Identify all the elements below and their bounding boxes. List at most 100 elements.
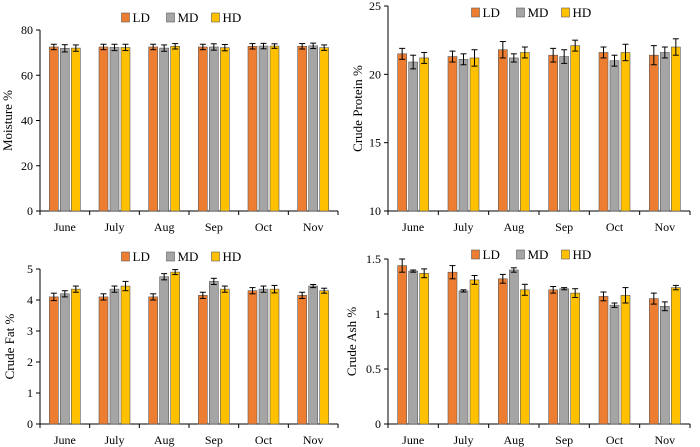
bar-HD-Aug [170, 45, 180, 212]
y-axis-title: Crude Protein % [350, 65, 365, 152]
legend-swatch-MD [166, 251, 175, 262]
y-tick-label: 4 [27, 293, 33, 307]
y-tick-label: 2 [27, 355, 33, 369]
legend-swatch-HD [561, 249, 570, 260]
x-tick-label: June [54, 433, 76, 447]
bar-MD-Aug [159, 47, 169, 212]
bar-MD-July [109, 47, 120, 212]
bar-MD-Sep [209, 46, 219, 212]
bar-LD-June [49, 46, 59, 212]
y-tick-label: 25 [369, 0, 381, 13]
bar-MD-Aug [509, 269, 519, 425]
chart-protein: 10 15 20 25 June July Aug Sep Oct Nov Crude Protei… [350, 0, 691, 234]
y-tick-label: 0 [375, 417, 381, 431]
bar-LD-Nov [649, 298, 659, 425]
x-tick-label: Sep [205, 220, 223, 234]
legend-swatch-MD [166, 12, 175, 23]
x-tick-label: Oct [255, 220, 273, 234]
bar-HD-Aug [520, 52, 530, 212]
bar-MD-July [458, 290, 469, 425]
x-tick-label: June [402, 220, 424, 234]
bar-MD-Sep [559, 288, 569, 425]
bar-HD-Sep [570, 45, 580, 212]
bar-LD-Oct [247, 290, 258, 425]
x-tick-label: Nov [303, 220, 324, 234]
bar-HD-Sep [220, 288, 230, 425]
bar-HD-Nov [671, 287, 681, 425]
bar-LD-Nov [297, 45, 307, 212]
bar-HD-June [419, 57, 429, 212]
legend-swatch-HD [561, 7, 570, 18]
bar-LD-Nov [297, 295, 307, 425]
legend-swatch-LD [471, 249, 480, 260]
bar-LD-Sep [198, 46, 208, 212]
bar-HD-Nov [671, 46, 681, 212]
legend: LD MD HD [121, 10, 242, 25]
bar-LD-July [447, 271, 458, 425]
bar-LD-June [49, 296, 59, 425]
bar-MD-Sep [209, 281, 219, 425]
y-axis-title: Moisture % [0, 90, 15, 151]
x-tick-label: Nov [303, 433, 324, 447]
x-tick-label: Sep [555, 433, 573, 447]
bar-HD-Oct [620, 52, 631, 212]
bar-LD-Aug [148, 296, 158, 425]
x-tick-label: Nov [654, 433, 675, 447]
y-tick-label: 5 [27, 262, 33, 276]
bar-HD-July [120, 47, 131, 212]
bar-HD-Aug [170, 271, 180, 425]
bar-MD-July [458, 58, 469, 212]
legend-label-LD: LD [483, 247, 500, 262]
y-tick-label: 80 [21, 23, 33, 37]
y-tick-label: 20 [21, 159, 33, 173]
y-tick-label: 1.5 [366, 252, 381, 266]
bar-HD-Nov [319, 47, 329, 212]
chart-fat: 0 1 2 3 4 5 June July Aug Sep Oct Nov Crude Fat % LD M… [2, 249, 339, 447]
y-tick-label: 10 [369, 204, 381, 218]
bar-HD-Oct [269, 45, 280, 212]
y-tick-label: 20 [369, 67, 381, 81]
legend: LD MD HD [121, 249, 242, 264]
legend-label-LD: LD [483, 5, 500, 20]
y-tick-label: 1 [375, 307, 381, 321]
x-tick-label: July [104, 433, 124, 447]
legend-label-HD: HD [573, 5, 592, 20]
chart-ash: 0 0.5 1 1.5 June July Aug Sep Oct Nov Crude Ash % L… [344, 247, 691, 447]
legend-label-HD: HD [573, 247, 592, 262]
legend-label-MD: MD [178, 249, 199, 264]
bar-HD-June [71, 47, 81, 212]
bar-MD-Aug [159, 276, 169, 425]
bar-LD-Aug [148, 46, 158, 212]
bar-LD-Sep [548, 289, 558, 425]
bar-LD-Aug [498, 278, 508, 425]
bar-HD-Aug [520, 289, 530, 425]
x-tick-label: Sep [205, 433, 223, 447]
x-tick-label: Aug [154, 433, 175, 447]
bar-LD-Aug [498, 49, 508, 212]
y-axis-title: Crude Ash % [344, 307, 359, 377]
bar-HD-July [469, 279, 480, 425]
x-tick-label: Aug [503, 220, 524, 234]
bar-LD-Oct [247, 45, 258, 212]
legend-swatch-HD [211, 251, 220, 262]
bar-MD-June [60, 48, 70, 212]
bar-MD-Oct [258, 288, 269, 425]
legend-label-HD: HD [223, 10, 242, 25]
legend-label-MD: MD [528, 247, 549, 262]
bar-HD-Nov [319, 290, 329, 425]
bar-MD-Sep [559, 56, 569, 212]
legend-swatch-LD [471, 7, 480, 18]
legend-label-HD: HD [223, 249, 242, 264]
bar-HD-June [71, 288, 81, 425]
legend-swatch-LD [121, 12, 130, 23]
y-tick-label: 0 [27, 204, 33, 218]
legend-swatch-MD [516, 249, 525, 260]
y-axis-title: Crude Fat % [2, 313, 17, 379]
bar-LD-July [98, 296, 109, 425]
bar-MD-Nov [308, 285, 318, 425]
bar-MD-June [60, 293, 70, 425]
bar-MD-Oct [609, 60, 620, 212]
bar-HD-Sep [220, 47, 230, 212]
bar-MD-June [408, 61, 418, 212]
